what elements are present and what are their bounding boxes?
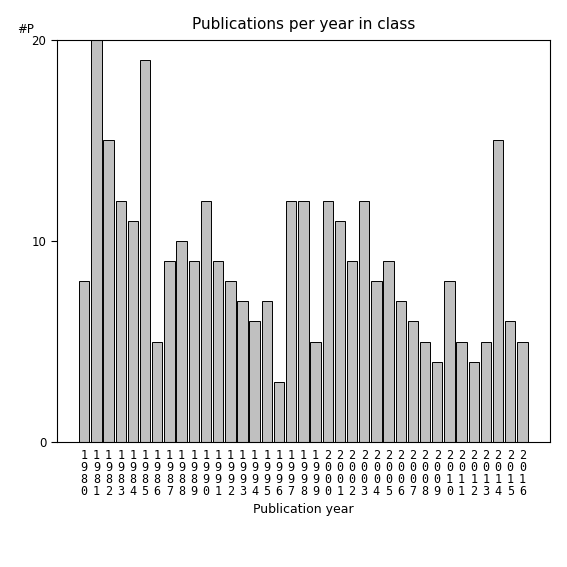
- Bar: [176, 241, 187, 442]
- Bar: [432, 362, 442, 442]
- Bar: [468, 362, 479, 442]
- Bar: [493, 141, 503, 442]
- Bar: [444, 281, 455, 442]
- Bar: [359, 201, 369, 442]
- Bar: [201, 201, 211, 442]
- Bar: [505, 321, 515, 442]
- Bar: [249, 321, 260, 442]
- Bar: [286, 201, 297, 442]
- Bar: [164, 261, 175, 442]
- Bar: [225, 281, 235, 442]
- Bar: [347, 261, 357, 442]
- Bar: [238, 302, 248, 442]
- Bar: [383, 261, 393, 442]
- Bar: [274, 382, 284, 442]
- Bar: [116, 201, 126, 442]
- Bar: [213, 261, 223, 442]
- Bar: [481, 341, 491, 442]
- Bar: [79, 281, 90, 442]
- Bar: [323, 201, 333, 442]
- Bar: [261, 302, 272, 442]
- Bar: [298, 201, 308, 442]
- Title: Publications per year in class: Publications per year in class: [192, 16, 415, 32]
- Bar: [310, 341, 321, 442]
- Bar: [103, 141, 114, 442]
- Bar: [396, 302, 406, 442]
- Bar: [189, 261, 199, 442]
- Bar: [91, 40, 101, 442]
- Bar: [128, 221, 138, 442]
- Bar: [408, 321, 418, 442]
- Bar: [335, 221, 345, 442]
- Bar: [420, 341, 430, 442]
- Bar: [456, 341, 467, 442]
- Text: #P: #P: [17, 23, 34, 36]
- Bar: [140, 60, 150, 442]
- Bar: [517, 341, 527, 442]
- Bar: [152, 341, 163, 442]
- Bar: [371, 281, 382, 442]
- X-axis label: Publication year: Publication year: [253, 503, 354, 516]
